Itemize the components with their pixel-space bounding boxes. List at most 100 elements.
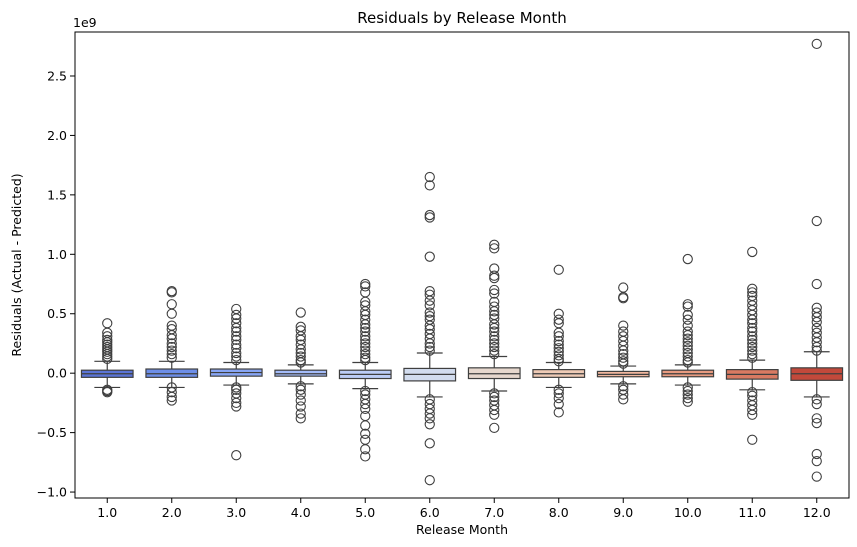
x-tick-label: 8.0 (549, 505, 569, 520)
outlier-point (166, 308, 177, 319)
outlier-point (682, 392, 693, 404)
x-tick-label: 5.0 (355, 505, 375, 520)
outlier-point (489, 326, 500, 337)
outlier-point (618, 293, 629, 304)
outlier-point (747, 341, 758, 353)
outlier-point (747, 349, 758, 360)
outlier-point (295, 381, 306, 392)
outlier-point (231, 331, 242, 342)
outlier-point (360, 398, 371, 410)
outlier-point (424, 180, 435, 191)
x-tick-label: 6.0 (420, 505, 440, 520)
outlier-point (231, 397, 242, 409)
outlier-point (424, 333, 435, 344)
outlier-point (682, 326, 693, 337)
outlier-point (166, 345, 177, 356)
outlier-point (553, 335, 564, 347)
outlier-point (682, 333, 693, 344)
outlier-point (231, 450, 242, 461)
outlier-point (424, 251, 435, 262)
outlier-point (682, 301, 693, 312)
outlier-point (553, 407, 564, 418)
y-tick-label: −0.5 (37, 425, 67, 440)
outlier-point (553, 264, 564, 275)
outlier-point (166, 395, 177, 406)
x-tick-label: 10.0 (674, 505, 702, 520)
outlier-point (231, 339, 242, 350)
outlier-point (489, 388, 500, 399)
outlier-point (166, 387, 177, 398)
outlier-point (231, 382, 242, 393)
outlier-point (295, 307, 306, 318)
outlier-point (102, 353, 113, 365)
outlier-point (102, 351, 113, 362)
x-tick-label: 3.0 (226, 505, 246, 520)
outlier-point (618, 352, 629, 363)
outlier-point (166, 287, 177, 298)
outlier-point (360, 410, 371, 422)
outlier-point (295, 339, 306, 350)
plot-frame (74, 31, 850, 499)
outlier-point (682, 354, 693, 366)
outlier-point (811, 337, 822, 348)
x-tick-label: 4.0 (291, 505, 311, 520)
outlier-point (553, 327, 564, 338)
outlier-point (682, 309, 693, 321)
x-tick-label: 9.0 (613, 505, 633, 520)
outlier-point (489, 345, 500, 356)
outlier-point (811, 471, 822, 482)
outlier-point (618, 320, 629, 331)
outlier-point (747, 318, 758, 329)
outlier-point (682, 344, 693, 355)
outlier-point (747, 352, 758, 363)
outlier-point (811, 341, 822, 353)
x-tick-label: 12.0 (803, 505, 831, 520)
outlier-point (295, 401, 306, 412)
outlier-point (811, 278, 822, 290)
outlier-point (360, 444, 371, 455)
outlier-point (811, 448, 822, 460)
outlier-point (811, 38, 822, 50)
outlier-point (231, 351, 242, 362)
outlier-point (231, 343, 242, 354)
outlier-point (489, 391, 500, 403)
outlier-point (747, 326, 758, 337)
outlier-point (489, 301, 500, 312)
outlier-point (360, 354, 371, 366)
outlier-point (489, 338, 500, 349)
outlier-point (360, 349, 371, 360)
outlier-point (360, 403, 371, 414)
outlier-point (553, 356, 564, 367)
outlier-point (360, 278, 371, 290)
outlier-point (489, 322, 500, 334)
outlier-point (360, 322, 371, 334)
outlier-point (360, 319, 371, 330)
outlier-point (102, 318, 113, 329)
outlier-point (811, 316, 822, 328)
y-tick-label: 0.5 (47, 306, 67, 321)
outlier-point (166, 299, 177, 310)
outlier-point (424, 320, 435, 331)
outlier-point (295, 395, 306, 406)
outlier-point (489, 319, 500, 330)
outlier-point (231, 384, 242, 395)
outlier-point (295, 389, 306, 400)
outlier-point (489, 284, 500, 296)
outlier-point (424, 438, 435, 449)
outlier-point (102, 331, 113, 342)
outlier-point (489, 334, 500, 346)
outlier-point (231, 318, 242, 329)
outlier-point (682, 382, 693, 393)
outlier-point (360, 326, 371, 337)
y-tick-label: 1.0 (47, 247, 67, 262)
outlier-point (811, 345, 822, 356)
outlier-point (553, 388, 564, 399)
outlier-point (747, 287, 758, 298)
outlier-point (424, 338, 435, 349)
y-tick-label: 1.5 (47, 187, 67, 202)
outlier-point (811, 312, 822, 323)
outlier-point (489, 306, 500, 317)
outlier-point (295, 344, 306, 355)
outlier-point (618, 358, 629, 369)
